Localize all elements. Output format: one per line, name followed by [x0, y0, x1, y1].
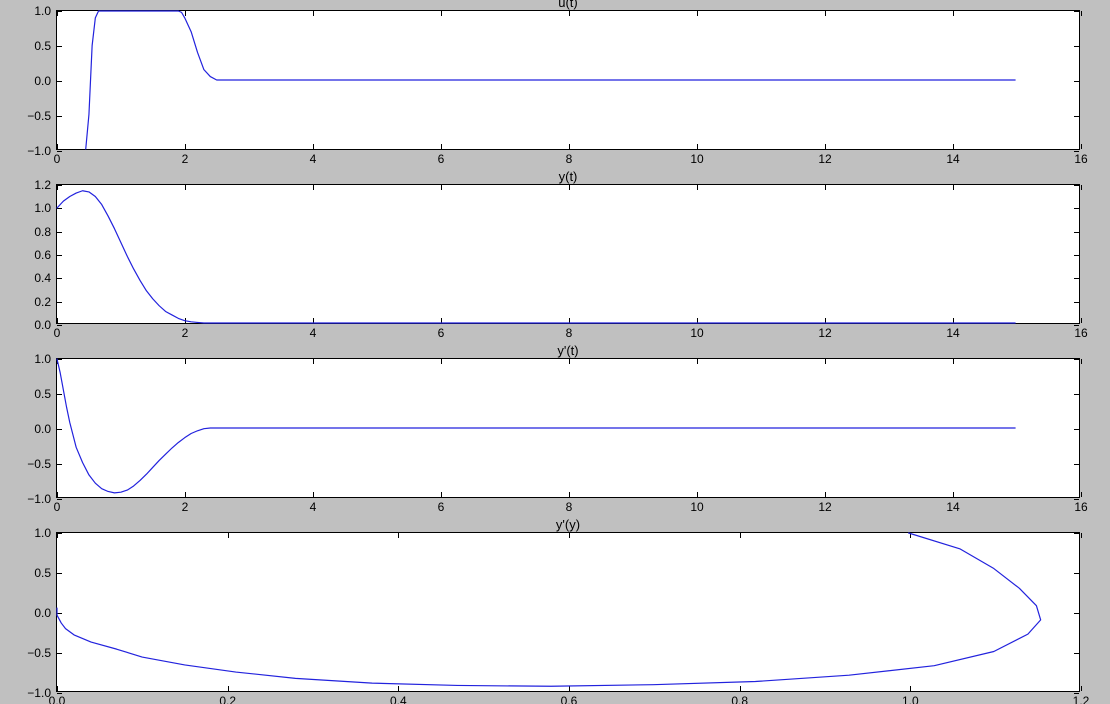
y-tick-label: 0.5 [34, 39, 57, 53]
y-tick-label: −1.0 [27, 144, 57, 158]
x-tick-label: 0.6 [561, 691, 578, 704]
chart-title: u(t) [56, 0, 1080, 10]
series-svg [57, 11, 1079, 149]
chart-title: y'(t) [56, 343, 1080, 358]
x-tick-label: 16 [1074, 149, 1087, 166]
x-tick-label: 8 [566, 323, 573, 340]
chart-panel-1: y(t)0.00.20.40.60.81.01.20246810121416 [56, 184, 1080, 324]
plot-area: 0.00.20.40.60.81.01.20246810121416 [56, 184, 1080, 324]
x-tick-label: 6 [438, 497, 445, 514]
x-tick-label: 12 [818, 149, 831, 166]
x-tick-label: 0.0 [49, 691, 66, 704]
x-tick-label: 2 [182, 149, 189, 166]
y-tick-label: −1.0 [27, 492, 57, 506]
y-tick-label: 0.5 [34, 566, 57, 580]
series-line [57, 359, 1015, 493]
x-tick-label: 14 [946, 323, 959, 340]
plot-area: −1.0−0.50.00.51.00.00.20.40.60.81.01.2 [56, 532, 1080, 692]
x-tick-label: 4 [310, 497, 317, 514]
x-tick-label: 8 [566, 149, 573, 166]
y-tick-label: 0.5 [34, 387, 57, 401]
x-tick-label: 14 [946, 149, 959, 166]
y-tick-label: 0.2 [34, 295, 57, 309]
y-tick-label: 1.0 [34, 352, 57, 366]
x-tick-label: 10 [690, 497, 703, 514]
x-tick-label: 0 [54, 323, 61, 340]
y-tick-label: 0.4 [34, 271, 57, 285]
x-tick-label: 0 [54, 149, 61, 166]
series-line [57, 533, 1041, 686]
series-svg [57, 359, 1079, 497]
x-tick-label: 1.2 [1073, 691, 1090, 704]
x-tick-mark-top [1081, 185, 1082, 190]
x-tick-label: 10 [690, 323, 703, 340]
x-tick-label: 14 [946, 497, 959, 514]
x-tick-label: 0.8 [731, 691, 748, 704]
y-tick-label: −0.5 [27, 646, 57, 660]
x-tick-label: 6 [438, 323, 445, 340]
x-tick-label: 16 [1074, 323, 1087, 340]
x-tick-label: 10 [690, 149, 703, 166]
series-svg [57, 533, 1079, 691]
x-tick-mark-top [1081, 11, 1082, 16]
y-tick-label: 0.8 [34, 225, 57, 239]
x-tick-label: 2 [182, 323, 189, 340]
chart-panel-3: y'(y)−1.0−0.50.00.51.00.00.20.40.60.81.0… [56, 532, 1080, 692]
y-tick-label: 1.0 [34, 526, 57, 540]
figure-root: u(t)−1.0−0.50.00.51.00246810121416y(t)0.… [0, 0, 1110, 704]
chart-panel-2: y'(t)−1.0−0.50.00.51.00246810121416 [56, 358, 1080, 498]
x-tick-label: 16 [1074, 497, 1087, 514]
x-tick-label: 12 [818, 497, 831, 514]
y-tick-label: 1.0 [34, 201, 57, 215]
x-tick-label: 8 [566, 497, 573, 514]
x-tick-label: 4 [310, 323, 317, 340]
chart-title: y'(y) [56, 517, 1080, 532]
x-tick-mark-top [1081, 533, 1082, 538]
chart-panel-0: u(t)−1.0−0.50.00.51.00246810121416 [56, 10, 1080, 150]
series-line [57, 191, 1015, 323]
y-tick-label: −0.5 [27, 109, 57, 123]
series-line [86, 11, 1015, 149]
y-tick-label: 0.6 [34, 248, 57, 262]
x-tick-label: 2 [182, 497, 189, 514]
plot-area: −1.0−0.50.00.51.00246810121416 [56, 10, 1080, 150]
x-tick-label: 1.0 [902, 691, 919, 704]
x-tick-label: 0.4 [390, 691, 407, 704]
y-tick-label: 1.2 [34, 178, 57, 192]
plot-area: −1.0−0.50.00.51.00246810121416 [56, 358, 1080, 498]
y-tick-label: 0.0 [34, 606, 57, 620]
series-svg [57, 185, 1079, 323]
y-tick-label: 0.0 [34, 74, 57, 88]
chart-title: y(t) [56, 169, 1080, 184]
y-tick-label: −0.5 [27, 457, 57, 471]
y-tick-label: 0.0 [34, 422, 57, 436]
x-tick-label: 6 [438, 149, 445, 166]
x-tick-label: 4 [310, 149, 317, 166]
x-tick-label: 0.2 [219, 691, 236, 704]
x-tick-label: 12 [818, 323, 831, 340]
x-tick-label: 0 [54, 497, 61, 514]
x-tick-mark-top [1081, 359, 1082, 364]
y-tick-label: 1.0 [34, 4, 57, 18]
